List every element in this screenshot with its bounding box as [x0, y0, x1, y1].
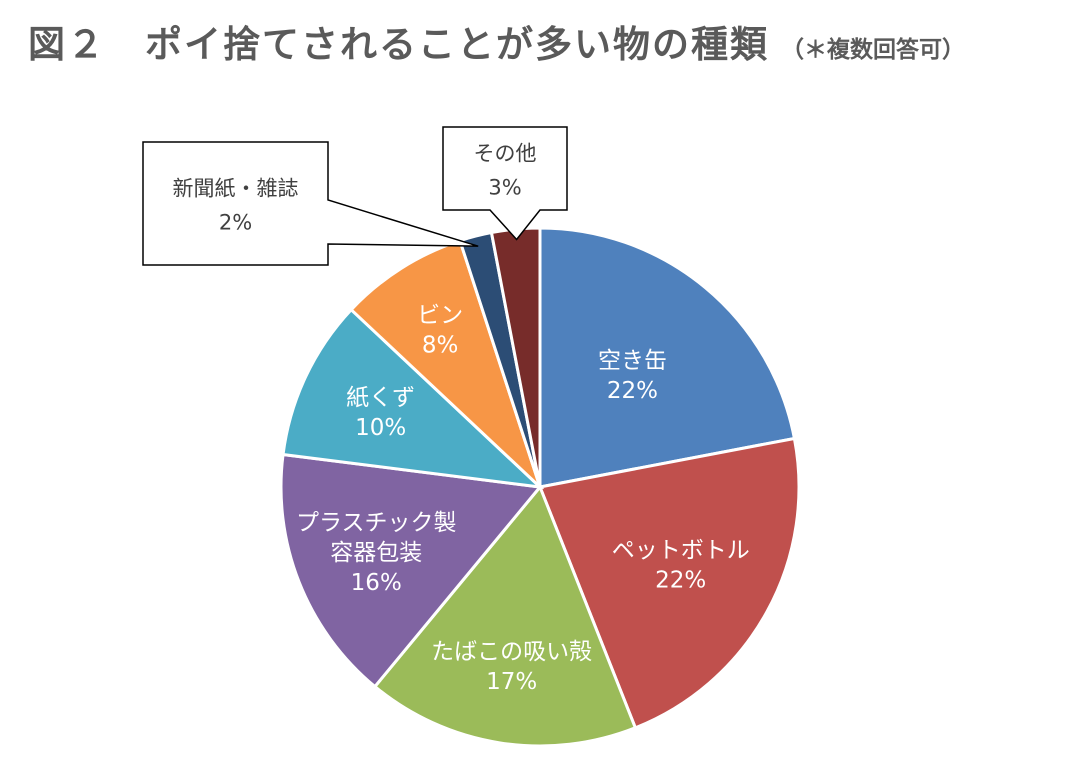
chart-title-main: 図２ ポイ捨てされることが多い物の種類 [28, 23, 769, 66]
slice-category-label-3: たばこの吸い殻 [431, 639, 592, 665]
chart-title-note: （＊複数回答可） [781, 37, 965, 63]
pie-slice-4 [279, 452, 543, 689]
chart-title: 図２ ポイ捨てされることが多い物の種類 （＊複数回答可） [28, 14, 965, 68]
slice-category-label-1: 空き缶 [598, 348, 667, 374]
slice-value-label-3: 17% [486, 669, 537, 695]
slice-value-label-8: 3% [488, 176, 521, 200]
pie-callouts: 新聞紙・雑誌 2% その他 3% [142, 126, 568, 266]
pie-slice-3 [372, 484, 638, 748]
slice-category-label-8: その他 [474, 142, 537, 166]
slice-value-label-6: 8% [422, 333, 459, 359]
slice-category-label-4: 容器包装 [330, 540, 422, 566]
slice-category-label-5: 紙くず [346, 385, 415, 411]
slice-value-label-2: 22% [655, 567, 706, 593]
pie-slice-2 [537, 436, 801, 730]
callout-box-8 [442, 126, 568, 241]
slice-value-label-5: 10% [355, 415, 406, 441]
slice-value-label-7: 2% [219, 211, 252, 235]
callout-box-7 [142, 141, 479, 266]
pie-slice-1 [538, 226, 797, 489]
slice-category-label-2: ペットボトル [612, 537, 750, 563]
slice-category-label-6: ビン [417, 303, 463, 329]
slice-value-label-1: 22% [607, 378, 658, 404]
slice-value-label-4: 16% [351, 570, 402, 596]
slice-category-label-4: プラスチック製 [296, 510, 457, 536]
slice-category-label-7: 新聞紙・雑誌 [173, 177, 299, 201]
pie-slice-5 [281, 307, 545, 490]
pie-slices [279, 226, 801, 748]
